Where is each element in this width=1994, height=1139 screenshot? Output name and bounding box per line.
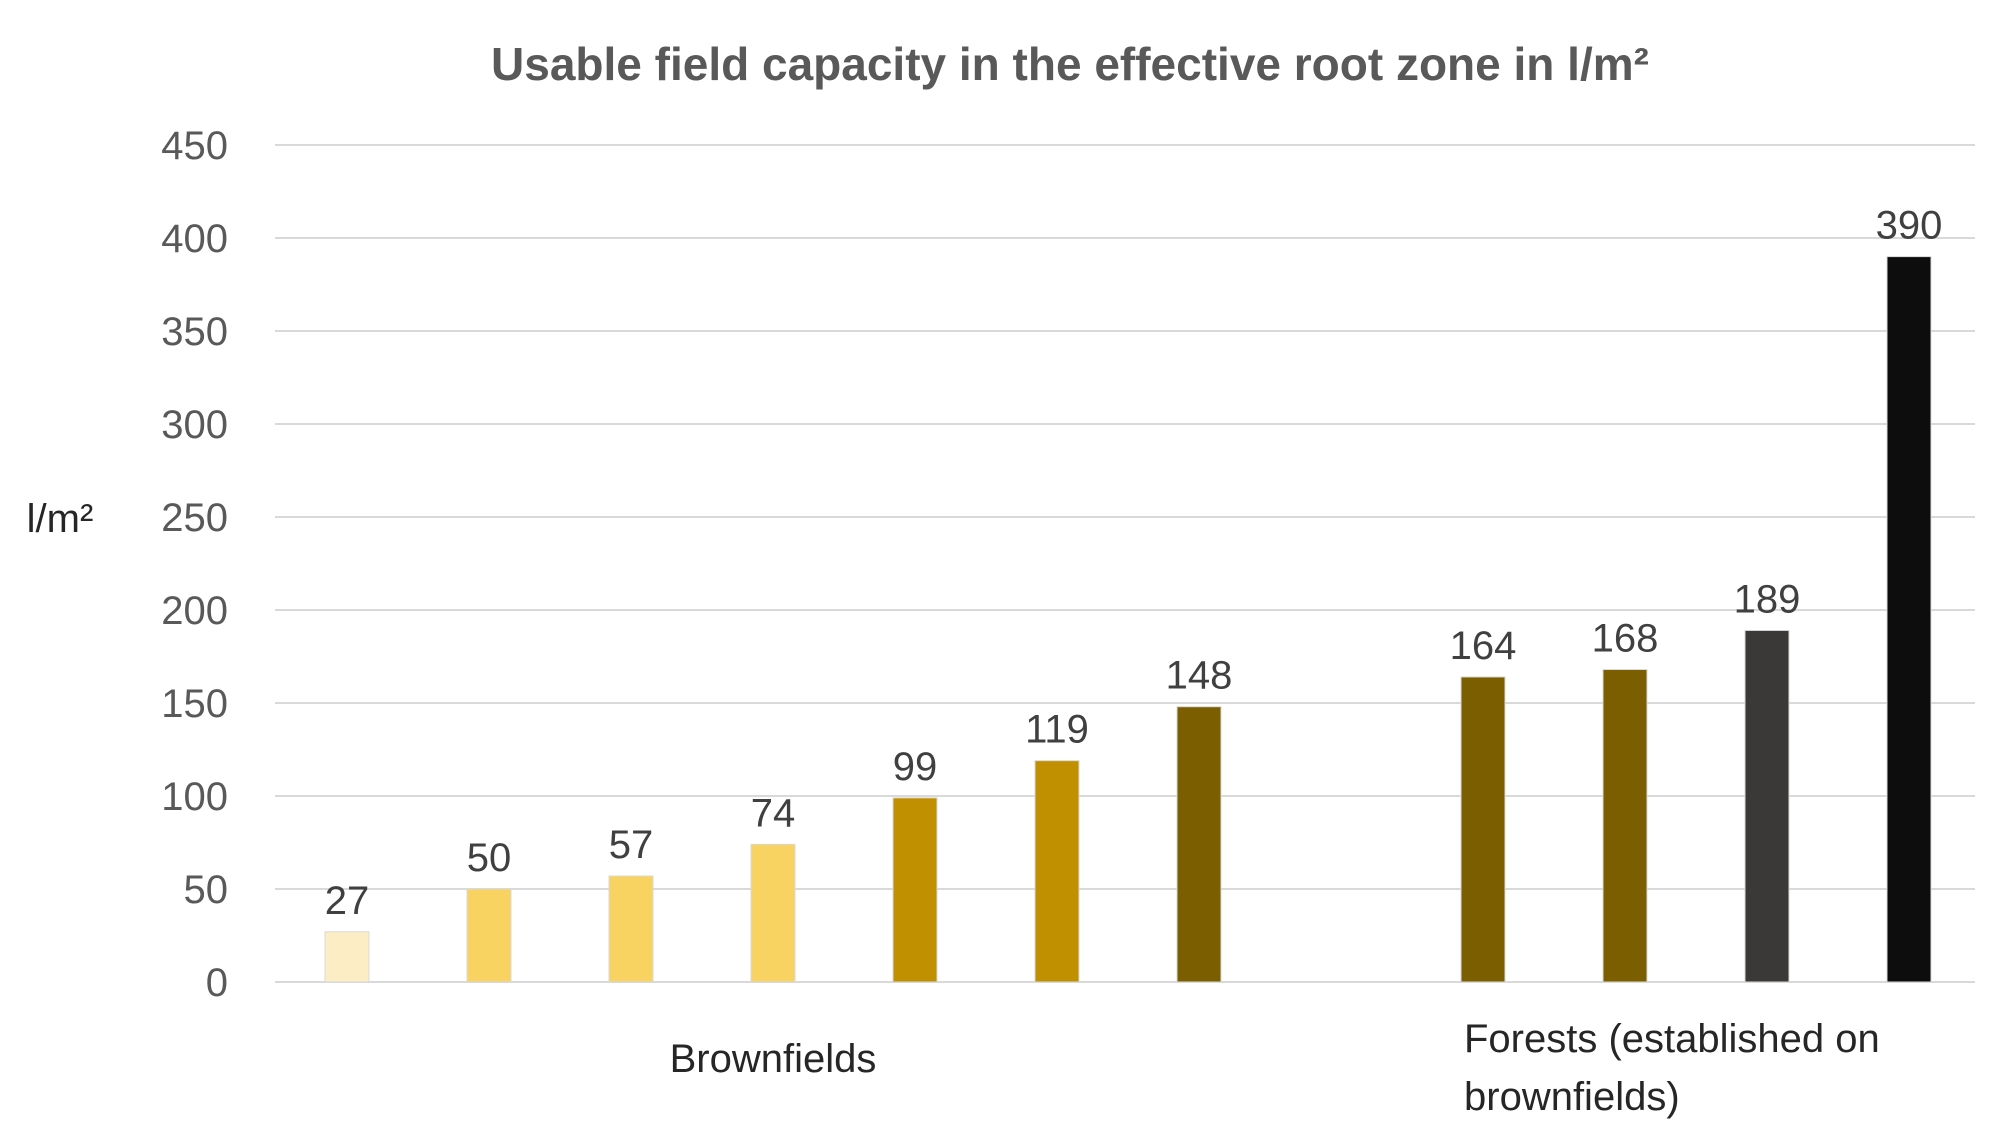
y-axis-ticks: 0 50 100 150 200 250 300 350 400 450 [161, 124, 228, 1005]
y-tick-label: 150 [161, 682, 228, 726]
data-label: 164 [1450, 624, 1517, 668]
group-label: brownfields) [1464, 1075, 1680, 1119]
y-axis-label: l/m² [27, 497, 94, 541]
data-label: 50 [467, 836, 512, 880]
category-group-labels: Brownfields Forests (established on brownf… [670, 1017, 1880, 1119]
chart-title: Usable field capacity in the effective r… [491, 38, 1649, 90]
bar [1176, 706, 1222, 983]
bar [1034, 760, 1080, 983]
y-tick-label: 100 [161, 775, 228, 819]
data-labels: 27 50 57 74 99 119 148 164 168 189 390 [325, 204, 1943, 923]
y-tick-label: 350 [161, 310, 228, 354]
data-label: 148 [1166, 654, 1233, 698]
bar [1886, 256, 1932, 983]
group-label: Brownfields [670, 1037, 877, 1081]
data-label: 390 [1876, 204, 1943, 248]
bar [1460, 676, 1506, 983]
gridlines [275, 144, 1975, 983]
data-label: 74 [751, 791, 796, 835]
bar [750, 843, 796, 983]
data-label: 189 [1734, 577, 1801, 621]
data-label: 168 [1592, 617, 1659, 661]
y-tick-label: 200 [161, 589, 228, 633]
data-label: 119 [1025, 708, 1089, 752]
bar [608, 875, 654, 983]
bar [466, 888, 512, 983]
data-label: 27 [325, 879, 370, 923]
y-tick-label: 300 [161, 403, 228, 447]
y-tick-label: 50 [184, 868, 229, 912]
data-label: 99 [893, 745, 938, 789]
y-tick-label: 250 [161, 496, 228, 540]
group-label: Forests (established on [1464, 1017, 1880, 1061]
data-label: 57 [609, 823, 654, 867]
bar [324, 931, 370, 983]
y-tick-label: 400 [161, 217, 228, 261]
bar [892, 797, 938, 983]
bars [324, 256, 1932, 983]
bar [1602, 669, 1648, 983]
y-tick-label: 450 [161, 124, 228, 168]
y-tick-label: 0 [206, 961, 228, 1005]
bar [1744, 629, 1790, 983]
